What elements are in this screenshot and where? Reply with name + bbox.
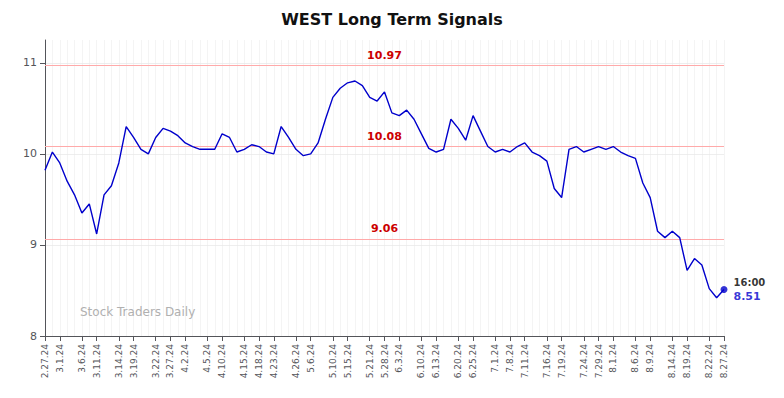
svg-text:7.19.24: 7.19.24 (557, 344, 567, 379)
svg-text:3.27.24: 3.27.24 (165, 344, 175, 379)
svg-text:9.06: 9.06 (371, 222, 398, 235)
svg-text:3.14.24: 3.14.24 (114, 344, 124, 379)
svg-text:8.19.24: 8.19.24 (682, 344, 692, 379)
svg-text:3.11.24: 3.11.24 (92, 344, 102, 379)
svg-text:5.21.24: 5.21.24 (365, 344, 375, 379)
svg-text:8.6.24: 8.6.24 (630, 344, 640, 373)
svg-text:6.10.24: 6.10.24 (416, 344, 426, 379)
svg-text:8: 8 (30, 330, 37, 343)
svg-text:8.9.24: 8.9.24 (645, 344, 655, 373)
svg-text:16:00: 16:00 (734, 277, 766, 288)
svg-text:8.22.24: 8.22.24 (704, 344, 714, 379)
svg-text:7.29.24: 7.29.24 (594, 344, 604, 379)
svg-text:7.8.24: 7.8.24 (505, 344, 515, 373)
svg-text:3.6.24: 3.6.24 (77, 344, 87, 373)
svg-text:7.1.24: 7.1.24 (490, 344, 500, 373)
svg-text:4.5.24: 4.5.24 (202, 344, 212, 373)
svg-text:3.1.24: 3.1.24 (55, 344, 65, 373)
svg-text:5.10.24: 5.10.24 (328, 344, 338, 379)
svg-text:3.22.24: 3.22.24 (151, 344, 161, 379)
svg-text:8.14.24: 8.14.24 (667, 344, 677, 379)
svg-text:7.16.24: 7.16.24 (542, 344, 552, 379)
svg-text:4.18.24: 4.18.24 (254, 344, 264, 379)
svg-text:7.24.24: 7.24.24 (579, 344, 589, 379)
svg-text:6.25.24: 6.25.24 (468, 344, 478, 379)
svg-text:WEST Long Term Signals: WEST Long Term Signals (281, 10, 503, 29)
svg-text:9: 9 (30, 238, 37, 251)
svg-text:10.97: 10.97 (367, 49, 402, 62)
svg-text:6.3.24: 6.3.24 (394, 344, 404, 373)
svg-text:Stock Traders Daily: Stock Traders Daily (80, 305, 195, 319)
svg-text:8.51: 8.51 (734, 290, 761, 303)
svg-text:5.15.24: 5.15.24 (343, 344, 353, 379)
svg-text:6.20.24: 6.20.24 (453, 344, 463, 379)
svg-text:5.28.24: 5.28.24 (380, 344, 390, 379)
svg-text:11: 11 (23, 56, 37, 69)
svg-text:5.6.24: 5.6.24 (306, 344, 316, 373)
svg-text:10.08: 10.08 (367, 130, 402, 143)
svg-text:4.10.24: 4.10.24 (217, 344, 227, 379)
svg-text:4.23.24: 4.23.24 (269, 344, 279, 379)
svg-text:4.26.24: 4.26.24 (291, 344, 301, 379)
svg-text:8.27.24: 8.27.24 (719, 344, 729, 379)
svg-text:8.1.24: 8.1.24 (608, 344, 618, 373)
svg-text:7.11.24: 7.11.24 (520, 344, 530, 379)
svg-text:3.19.24: 3.19.24 (129, 344, 139, 379)
svg-text:4.2.24: 4.2.24 (180, 344, 190, 373)
svg-text:10: 10 (23, 147, 37, 160)
svg-text:4.15.24: 4.15.24 (239, 344, 249, 379)
svg-text:6.13.24: 6.13.24 (431, 344, 441, 379)
svg-text:2.27.24: 2.27.24 (40, 344, 50, 379)
